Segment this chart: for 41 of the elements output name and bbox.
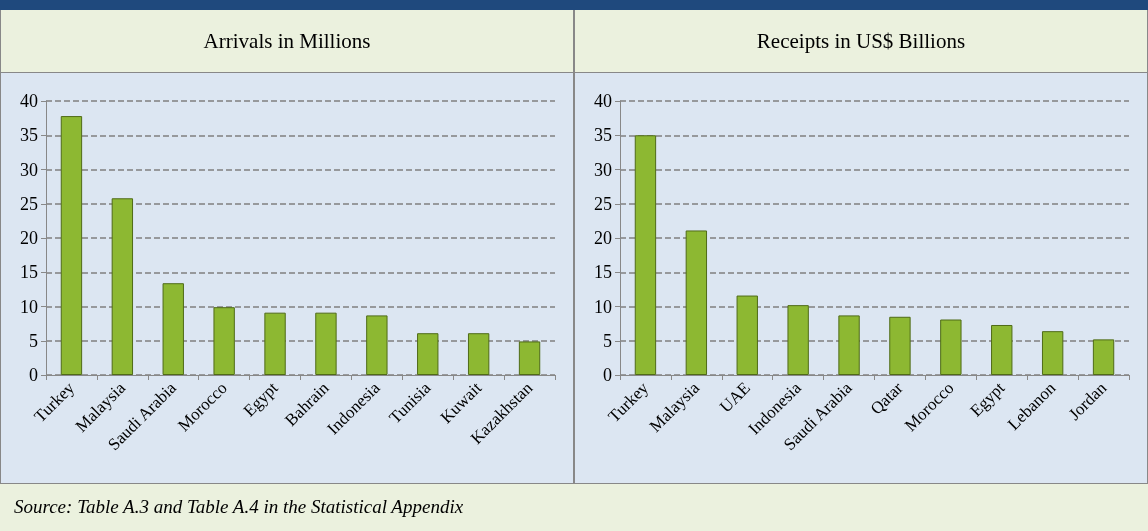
bar xyxy=(1041,331,1064,375)
y-tick-label: 0 xyxy=(603,365,612,385)
y-tick-label: 10 xyxy=(594,296,612,317)
bar xyxy=(991,325,1013,375)
chart-title: Receipts in US$ Billions xyxy=(575,10,1147,73)
y-tick-label: 30 xyxy=(20,159,38,180)
y-tick-label: 40 xyxy=(20,91,38,111)
source-note: Source: Table A.3 and Table A.4 in the Statistical Appendix xyxy=(13,495,465,519)
y-tick-label: 25 xyxy=(594,193,612,214)
bar xyxy=(518,341,541,375)
y-tick-label: 25 xyxy=(20,193,38,214)
y-tick-label: 0 xyxy=(29,365,38,385)
chart-title: Arrivals in Millions xyxy=(1,10,573,73)
y-tick-label: 35 xyxy=(20,125,38,146)
y-tick-label: 30 xyxy=(594,159,612,180)
bar xyxy=(213,307,235,375)
y-tick-label: 5 xyxy=(29,330,38,351)
bar xyxy=(60,116,83,375)
bar xyxy=(467,333,490,375)
bar xyxy=(315,312,337,375)
y-tick-label: 15 xyxy=(594,262,612,283)
bar xyxy=(838,315,860,375)
y-tick-label: 15 xyxy=(20,262,38,283)
y-tick-label: 10 xyxy=(20,296,38,317)
bar xyxy=(889,316,911,375)
bar xyxy=(417,333,439,375)
bar xyxy=(111,198,134,375)
bar xyxy=(634,135,657,375)
bar xyxy=(787,305,809,375)
bar xyxy=(736,295,758,375)
y-tick-label: 35 xyxy=(594,125,612,146)
bar xyxy=(264,312,286,375)
y-tick-label: 5 xyxy=(603,330,612,351)
bar xyxy=(1092,339,1115,375)
y-tick-label: 20 xyxy=(20,228,38,248)
bar xyxy=(940,319,962,375)
bar xyxy=(685,230,708,375)
y-tick-label: 40 xyxy=(594,91,612,111)
y-tick-label: 20 xyxy=(594,228,612,248)
bar xyxy=(366,315,388,375)
bar xyxy=(162,283,184,375)
